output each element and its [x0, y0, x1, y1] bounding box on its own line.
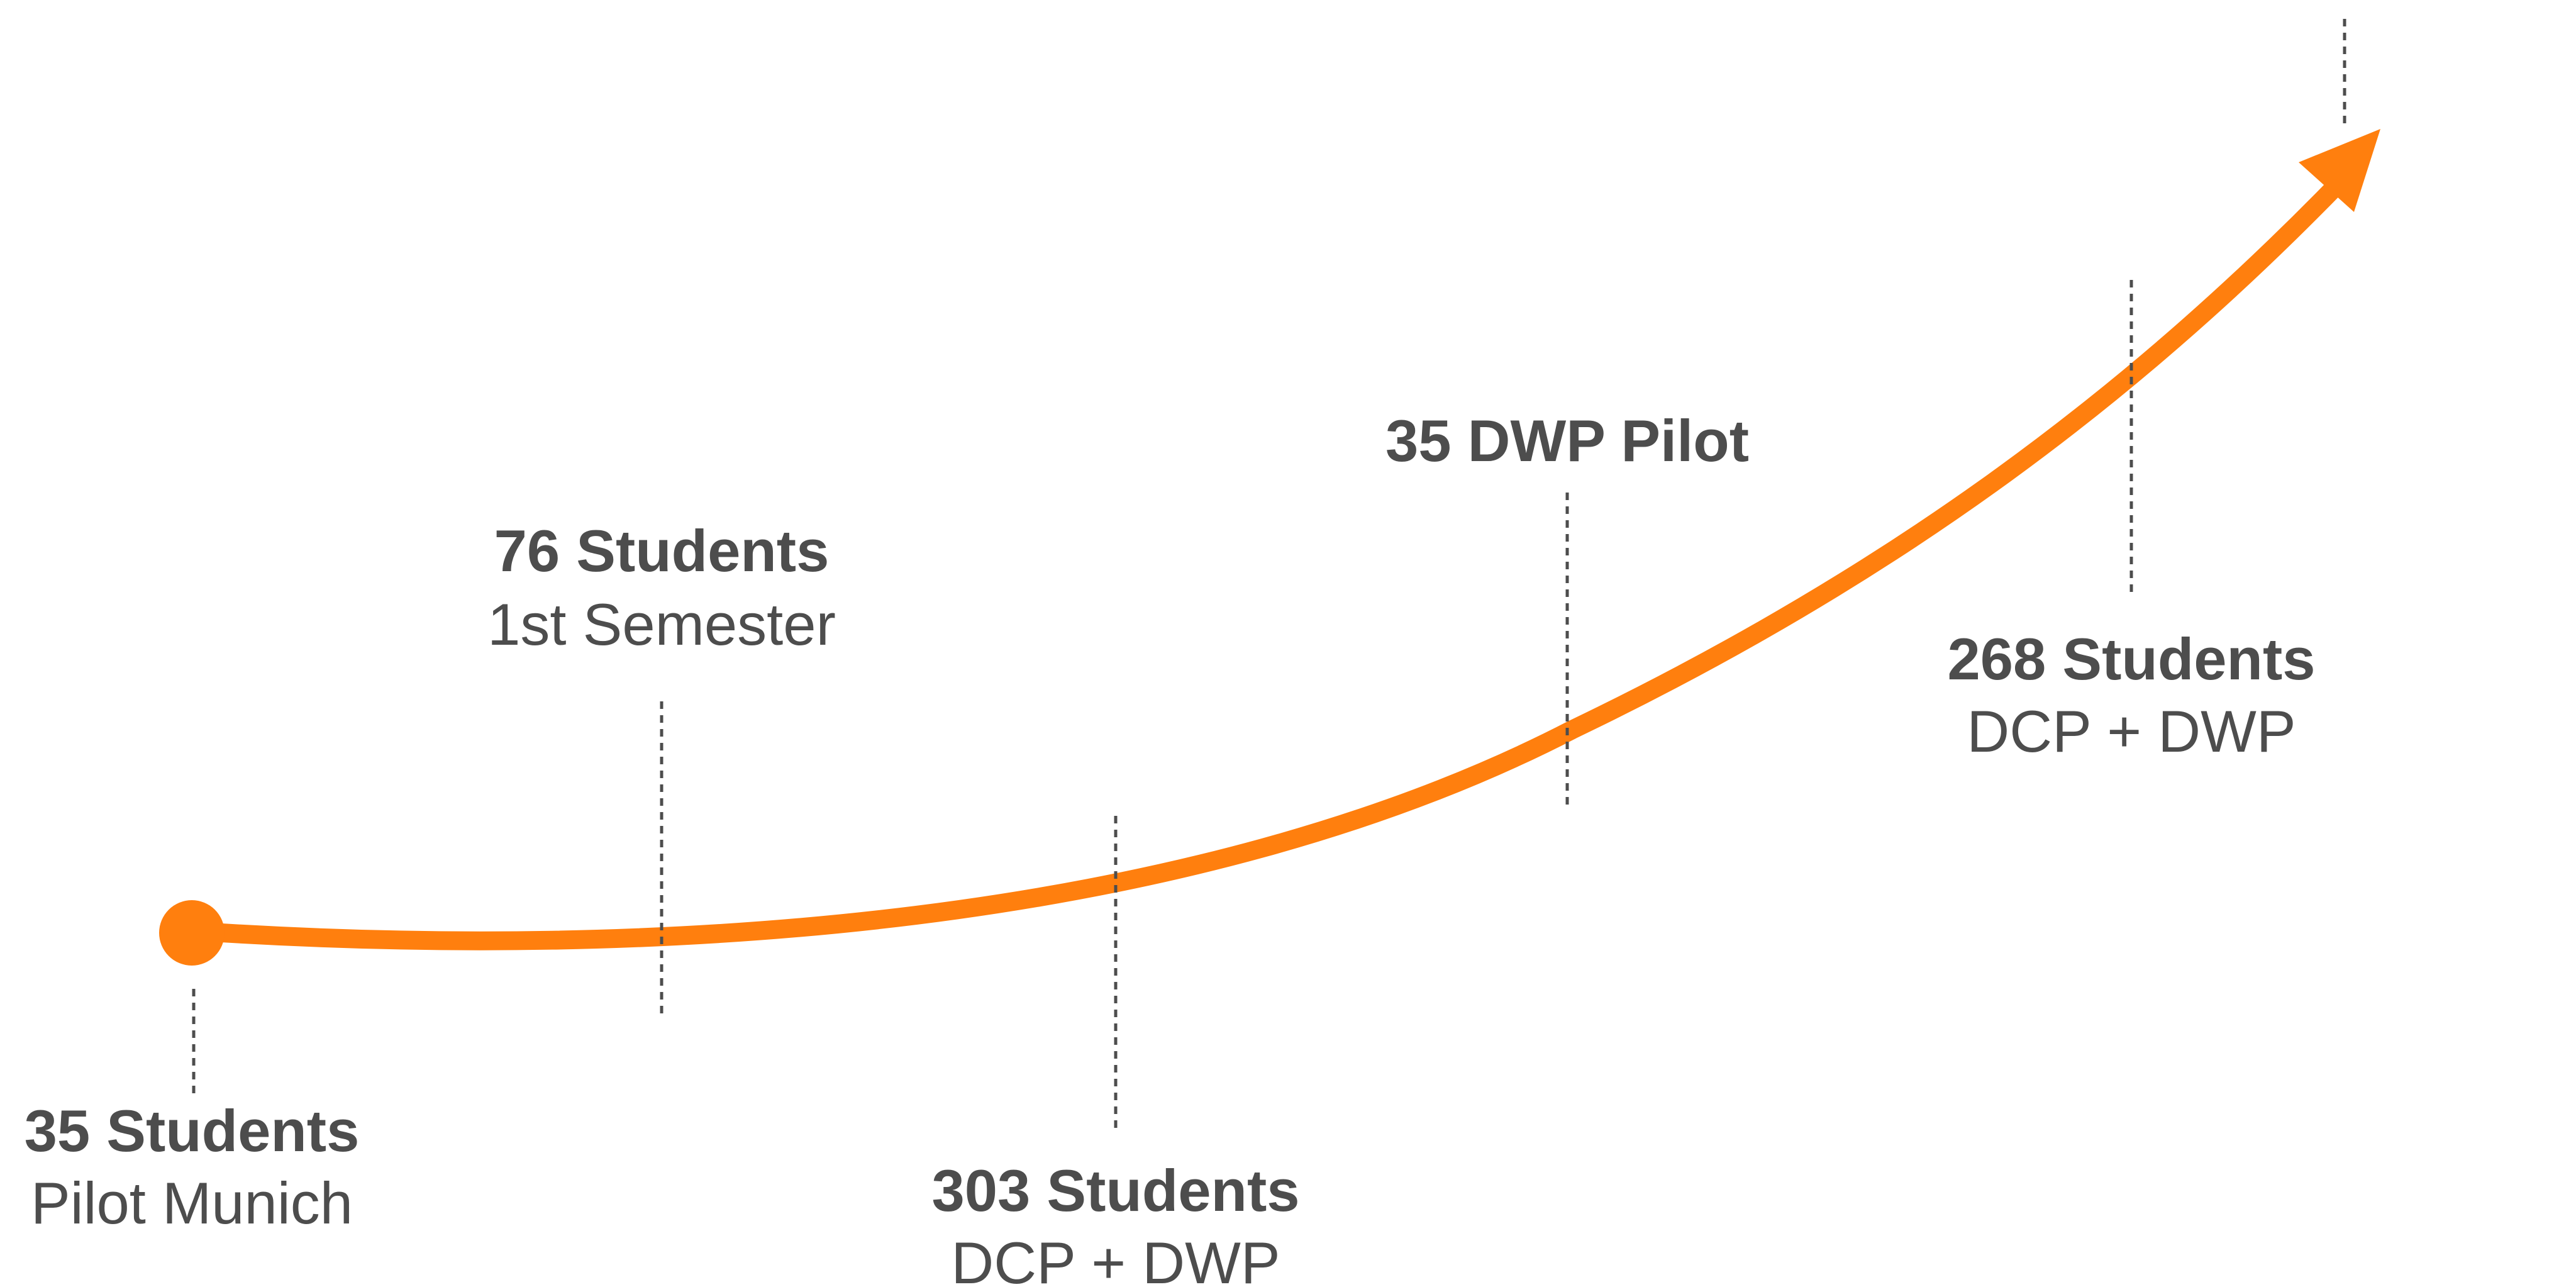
- milestone-subtitle: DCP + DWP: [951, 1230, 1280, 1287]
- milestone-4: 35 DWP Pilot: [1385, 408, 1749, 474]
- growth-curve: [182, 173, 2349, 950]
- milestone-subtitle: 1st Semester: [487, 591, 836, 657]
- milestone-1: 35 Students Pilot Munich: [25, 1098, 360, 1236]
- milestone-title: 35 Students: [25, 1098, 360, 1164]
- milestone-title: 76 Students: [494, 518, 830, 584]
- milestone-title: 35 DWP Pilot: [1385, 408, 1749, 474]
- milestone-5: 268 Students DCP + DWP: [1947, 626, 2315, 764]
- start-point-marker: [159, 900, 225, 966]
- milestone-2: 76 Students 1st Semester: [487, 518, 836, 657]
- milestone-title: 303 Students: [931, 1157, 1299, 1223]
- milestone-3: 303 Students DCP + DWP: [931, 1157, 1299, 1287]
- milestone-subtitle: DCP + DWP: [1967, 698, 2296, 764]
- arrow-head-icon: [2299, 129, 2380, 212]
- milestone-title: 268 Students: [1947, 626, 2315, 692]
- milestone-subtitle: Pilot Munich: [31, 1170, 353, 1236]
